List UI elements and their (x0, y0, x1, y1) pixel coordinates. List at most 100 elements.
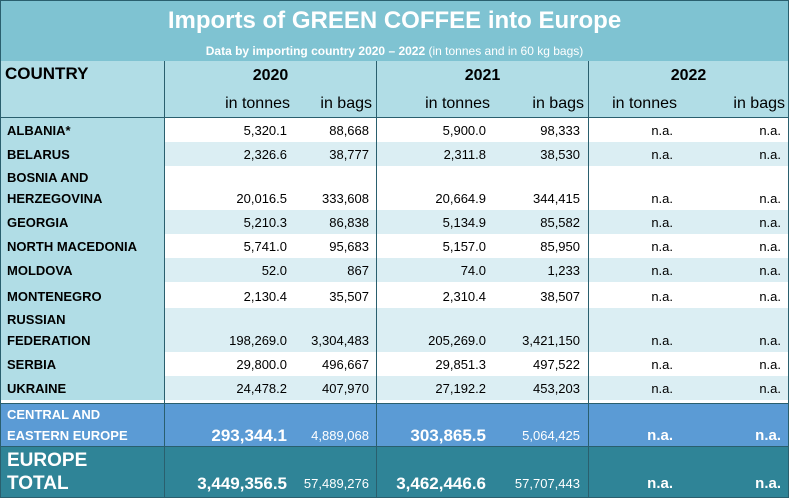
table-cell: 867 (347, 263, 369, 278)
table-cell: 52.0 (261, 263, 287, 278)
table-cell: 38,507 (540, 289, 580, 304)
table-row (165, 142, 788, 166)
subtitle-main: Data by importing country 2020 – 2022 (205, 44, 426, 58)
table-cell: n.a. (651, 191, 673, 206)
country-cell-bg (1, 234, 164, 258)
table-cell: n.a. (651, 147, 673, 162)
country-name: BOSNIA AND (7, 170, 89, 185)
cee-top-rule (1, 403, 788, 404)
unit-header-tonnes-2021: in tonnes (425, 95, 490, 112)
country-name: MONTENEGRO (7, 289, 102, 304)
table-cell: n.a. (651, 263, 673, 278)
table-cell: 2,326.6 (243, 147, 287, 162)
country-name: BELARUS (7, 147, 70, 162)
table-row (165, 210, 788, 234)
table-cell: n.a. (759, 123, 781, 138)
table-cell: n.a. (759, 289, 781, 304)
table-cell: 407,970 (322, 381, 369, 396)
table-cell: n.a. (759, 191, 781, 206)
table-cell: 38,530 (540, 147, 580, 162)
divider-2020 (376, 61, 377, 497)
table-cell: 27,192.2 (435, 381, 486, 396)
table-cell: 95,683 (329, 239, 369, 254)
cee-value: n.a. (647, 427, 673, 444)
divider-country (164, 61, 165, 497)
table-cell: 333,608 (322, 191, 369, 206)
table-cell: n.a. (651, 123, 673, 138)
cee-label: EASTERN EUROPE (7, 428, 128, 443)
country-name: HERZEGOVINA (7, 191, 103, 206)
country-name: ALBANIA* (7, 123, 71, 138)
table-cell: 3,304,483 (311, 333, 369, 348)
country-cell-bg (1, 308, 164, 352)
country-cell-bg (1, 282, 164, 308)
table-cell: 2,310.4 (442, 289, 486, 304)
divider-2021 (588, 61, 589, 497)
table-cell: n.a. (759, 333, 781, 348)
table-cell: 205,269.0 (428, 333, 486, 348)
table-cell: 5,320.1 (243, 123, 287, 138)
table-row (165, 376, 788, 400)
country-cell-bg (1, 142, 164, 166)
country-cell-bg (1, 376, 164, 400)
table-row (165, 308, 788, 352)
cee-label: CENTRAL AND (7, 407, 101, 422)
table-cell: n.a. (651, 357, 673, 372)
country-cell-bg (1, 258, 164, 282)
table-cell: 198,269.0 (229, 333, 287, 348)
table-cell: 29,800.0 (236, 357, 287, 372)
year-header-2022: 2022 (670, 67, 707, 84)
unit-header-tonnes-2022: in tonnes (612, 95, 677, 112)
table-cell: 5,134.9 (442, 215, 486, 230)
table-cell: n.a. (759, 215, 781, 230)
table-cell: 35,507 (329, 289, 369, 304)
table-cell: n.a. (651, 239, 673, 254)
cee-value: 5,064,425 (522, 428, 580, 443)
table-cell: 86,838 (329, 215, 369, 230)
europe-value: n.a. (647, 475, 673, 492)
cee-row (1, 404, 788, 446)
table-cell: n.a. (651, 333, 673, 348)
country-name: MOLDOVA (7, 263, 73, 278)
header-bottom-rule (1, 117, 788, 118)
table-cell: 20,016.5 (236, 191, 287, 206)
country-name: GEORGIA (7, 215, 69, 230)
table-cell: 497,522 (533, 357, 580, 372)
table-row (165, 258, 788, 282)
table-cell: 85,582 (540, 215, 580, 230)
country-cell-bg (1, 210, 164, 234)
table-cell: n.a. (759, 239, 781, 254)
europe-value: 57,489,276 (303, 476, 369, 491)
table-cell: 5,741.0 (243, 239, 287, 254)
cee-value: 4,889,068 (311, 428, 369, 443)
unit-header-bags-2022: in bags (733, 95, 785, 112)
table-cell: 496,667 (322, 357, 369, 372)
table-cell: n.a. (759, 381, 781, 396)
year-header-2021: 2021 (464, 67, 501, 84)
table-cell: 20,664.9 (435, 191, 486, 206)
year-header-2020: 2020 (252, 67, 289, 84)
table-header: Imports of GREEN COFFEE into Europe Data… (1, 1, 788, 61)
table-cell: 5,900.0 (442, 123, 486, 138)
country-column-header: COUNTRY (5, 64, 89, 83)
table-cell: 29,851.3 (435, 357, 486, 372)
table-cell: 1,233 (547, 263, 580, 278)
cee-value: n.a. (755, 427, 781, 444)
cee-value: 303,865.5 (410, 426, 486, 445)
table-cell: 3,421,150 (522, 333, 580, 348)
europe-total-row (1, 447, 788, 497)
table-cell: 453,203 (533, 381, 580, 396)
unit-header-bags-2020: in bags (320, 95, 372, 112)
country-name: UKRAINE (7, 381, 67, 396)
table-cell: 88,668 (329, 123, 369, 138)
table-cell: 2,311.8 (443, 147, 486, 162)
table-cell: n.a. (651, 215, 673, 230)
unit-header-tonnes-2020: in tonnes (225, 95, 290, 112)
table-cell: 38,777 (329, 147, 369, 162)
unit-header-bags-2021: in bags (532, 95, 584, 112)
country-cell-bg (1, 166, 164, 210)
table-row (165, 166, 788, 210)
table-row (165, 118, 788, 142)
europe-label: TOTAL (7, 473, 69, 494)
